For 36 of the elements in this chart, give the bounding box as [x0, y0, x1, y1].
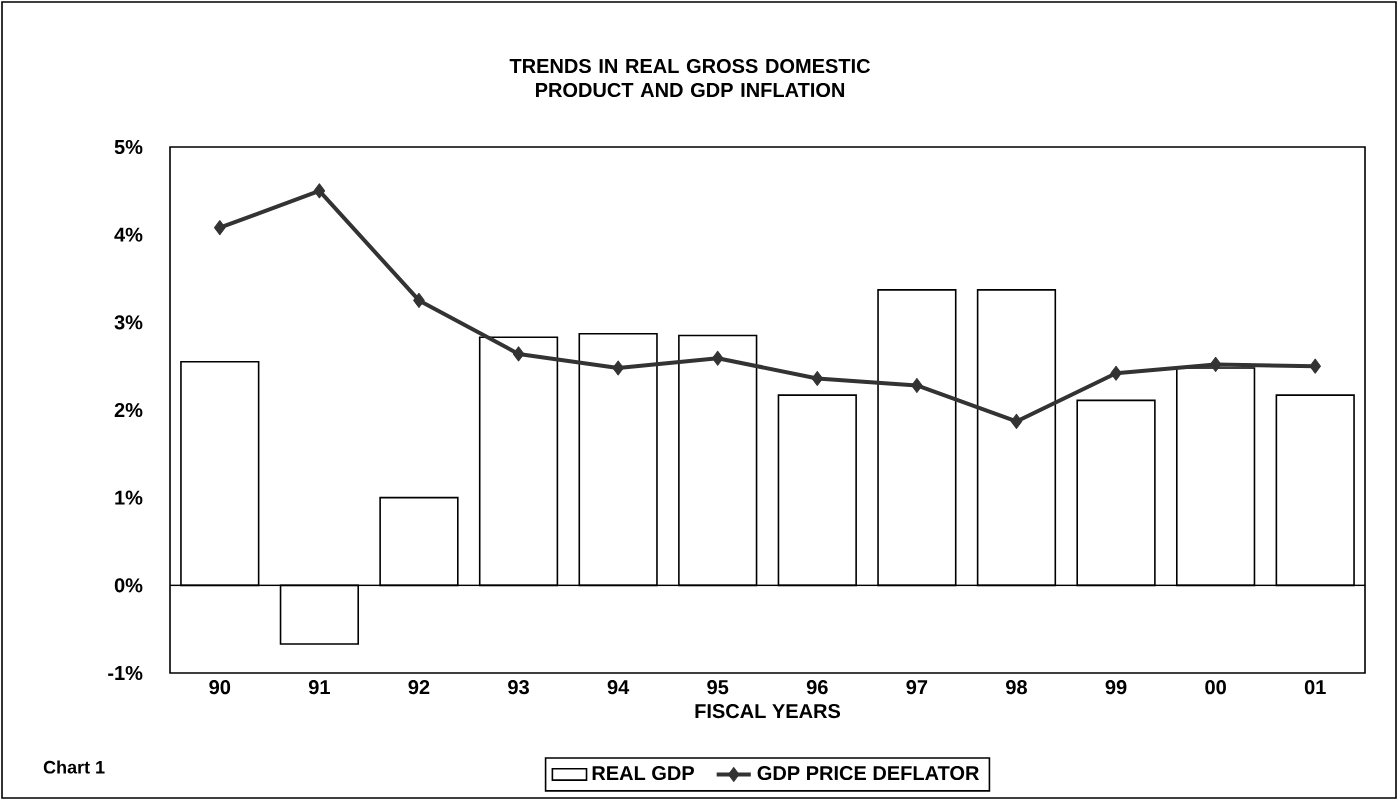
x-tick-label: 91 [308, 680, 330, 695]
point [911, 377, 923, 393]
x-tick-label: 97 [906, 680, 928, 695]
x-tick-label: 93 [508, 680, 529, 695]
chart-title: TRENDS IN REAL GROSS DOMESTIC PRODUCT AND GDP INFLATION [509, 58, 871, 98]
x-tick-label: 00 [1205, 680, 1226, 695]
point [1010, 413, 1023, 429]
legend-label: REAL GDP [592, 765, 694, 781]
x-tick-label: 90 [209, 680, 231, 695]
y-tick-label: 3% [114, 315, 143, 330]
y-tick-label: 0% [114, 578, 143, 593]
point [214, 220, 226, 236]
x-axis-title: FISCAL YEARS [695, 703, 841, 719]
legend-label: GDP PRICE DEFLATOR [757, 765, 980, 781]
x-tick-label: 95 [707, 680, 729, 695]
x-tick-label: 99 [1105, 680, 1127, 695]
point [512, 346, 525, 362]
point [711, 350, 724, 366]
point [811, 370, 824, 386]
point [1309, 358, 1321, 374]
point [1209, 356, 1222, 372]
caption: Chart 1 [43, 760, 105, 774]
point [413, 292, 425, 308]
y-tick-label: 1% [115, 490, 143, 505]
x-tick-label: 92 [408, 680, 430, 695]
y-tick-label: 2% [114, 402, 143, 418]
y-tick-label: 5% [114, 139, 143, 155]
y-tick-label: 4% [114, 227, 143, 242]
x-tick-label: 01 [1304, 680, 1326, 695]
point [313, 183, 326, 199]
point [1110, 365, 1122, 381]
point [612, 360, 624, 376]
x-tick-label: 98 [1006, 680, 1027, 695]
y-tick-label: -1% [108, 665, 143, 681]
x-tick-label: 96 [806, 680, 828, 695]
x-tick-label: 94 [607, 680, 630, 695]
